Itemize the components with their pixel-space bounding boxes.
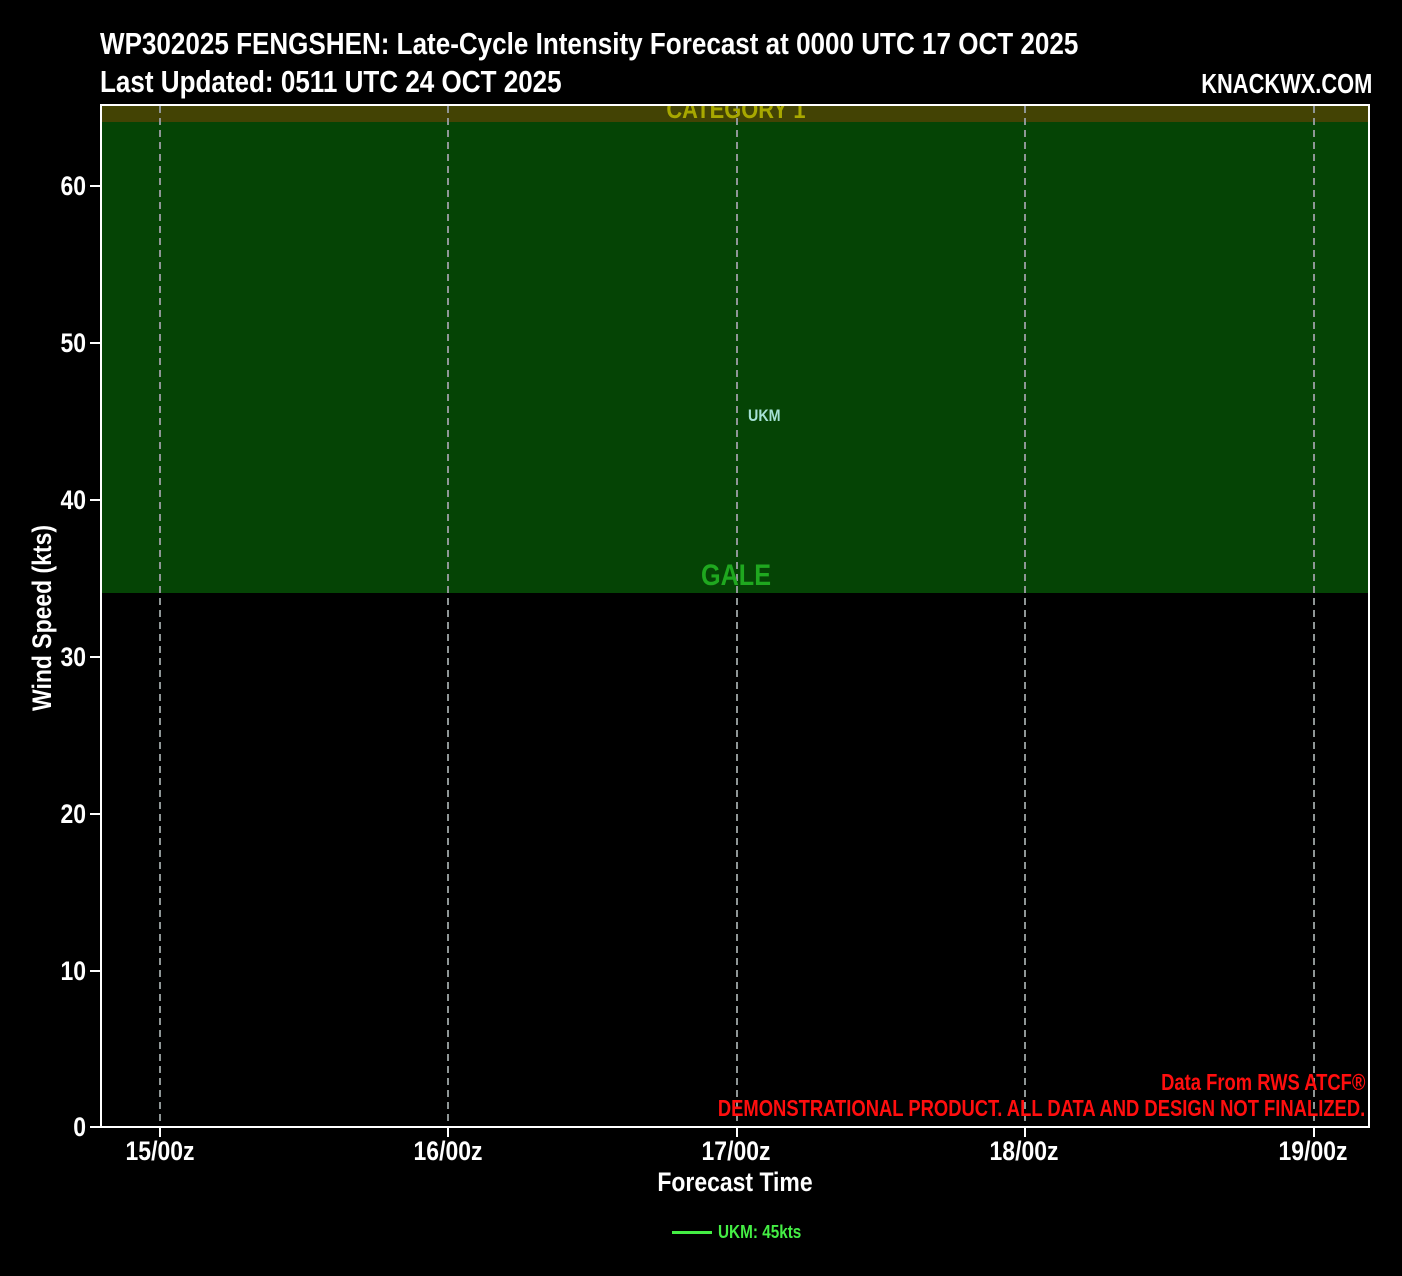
y-tick-label-10: 10 [60,956,86,986]
disclaimer-text: DEMONSTRATIONAL PRODUCT. ALL DATA AND DE… [717,1095,1365,1121]
y-tick-label-60: 60 [60,171,86,201]
y-axis-title: Wind Speed (kts) [27,525,57,711]
x-tick-19-00z [1313,1128,1315,1137]
gridline-16-00z [447,106,449,1126]
y-tick-label-50: 50 [60,328,86,358]
y-tick-label-0: 0 [73,1112,86,1142]
y-tick-30 [90,656,100,658]
x-tick-label-18-00z: 18/00z [989,1136,1059,1166]
legend-ukm-swatch [672,1231,712,1234]
y-tick-0 [90,1126,100,1128]
ukm-point-label: UKM [748,406,781,425]
y-tick-50 [90,342,100,344]
x-tick-17-00z [736,1128,738,1137]
chart-subtitle: Last Updated: 0511 UTC 24 OCT 2025 [100,64,562,99]
x-tick-label-16-00z: 16/00z [413,1136,483,1166]
x-tick-label-15-00z: 15/00z [125,1136,195,1166]
data-credit-text: Data From RWS ATCF® [1160,1069,1365,1095]
x-tick-label-17-00z: 17/00z [701,1136,771,1166]
y-tick-10 [90,970,100,972]
y-tick-40 [90,499,100,501]
gridline-17-00z [736,106,738,1126]
gale-band-label: GALE [700,559,772,592]
plot-area: CATEGORY 1 GALE UKM [100,104,1370,1128]
gridline-19-00z [1313,106,1315,1126]
gridline-15-00z [159,106,161,1126]
category1-band [102,106,1368,122]
y-tick-label-40: 40 [60,485,86,515]
x-tick-18-00z [1024,1128,1026,1137]
y-tick-label-30: 30 [60,642,86,672]
x-tick-15-00z [159,1128,161,1137]
x-axis-title: Forecast Time [657,1167,813,1197]
category1-band-label: CATEGORY 1 [666,104,806,124]
y-tick-60 [90,185,100,187]
gale-band [102,122,1368,593]
gridline-18-00z [1024,106,1026,1126]
brand-watermark: KNACKWX.COM [1200,68,1372,99]
x-tick-label-19-00z: 19/00z [1278,1136,1348,1166]
y-tick-label-20: 20 [60,799,86,829]
chart-title: WP302025 FENGSHEN: Late-Cycle Intensity … [100,26,1079,61]
y-tick-20 [90,813,100,815]
x-tick-16-00z [447,1128,449,1137]
legend-ukm-label: UKM: 45kts [718,1222,802,1242]
